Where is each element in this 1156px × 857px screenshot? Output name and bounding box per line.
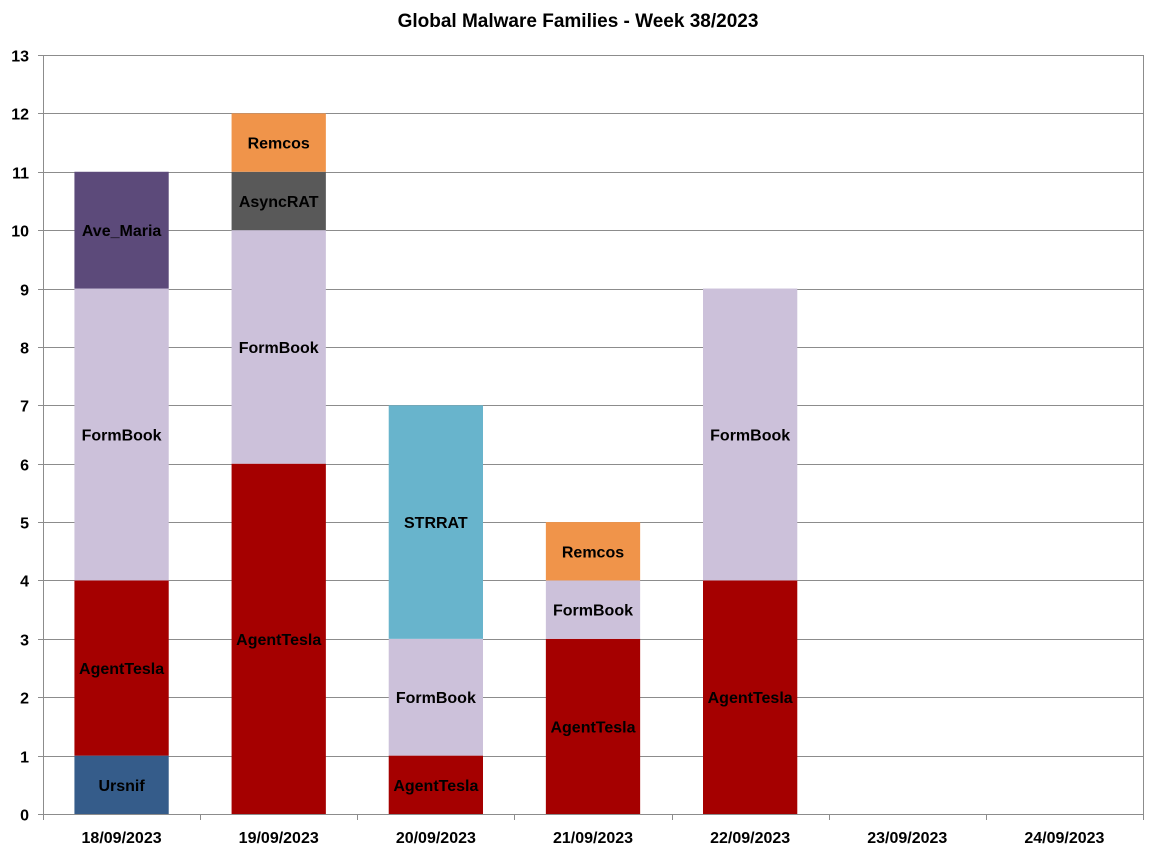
segment-label: FormBook [82,428,162,445]
bar-segment-agenttesla [388,755,483,814]
segment-label: AgentTesla [393,778,478,795]
segment-label: AgentTesla [708,690,793,707]
x-tick-label: 23/09/2023 [867,830,947,847]
segment-label: Remcos [562,544,624,561]
bar-segment-formbook [231,230,326,464]
segment-label: FormBook [710,428,790,445]
x-tick-label: 24/09/2023 [1024,830,1104,847]
bar-segment-formbook [545,580,641,639]
segment-label: FormBook [396,690,476,707]
y-tick-label: 3 [20,633,29,650]
y-tick-label: 10 [11,224,29,241]
x-tick-label: 21/09/2023 [553,830,633,847]
bar-segment-asyncrat [231,171,326,231]
segment-label: FormBook [239,340,319,357]
segment-label: AgentTesla [236,632,321,649]
segment-label: FormBook [553,603,633,620]
bar-segment-formbook [388,638,483,756]
bar-segment-ursnif [74,755,169,814]
y-tick-label: 12 [11,107,29,124]
x-tick-label: 18/09/2023 [82,830,162,847]
segment-labels: Ursnif AgentTesla FormBook Ave_Maria AgentTe… [79,136,793,795]
x-tick-label: 22/09/2023 [710,830,790,847]
chart-title: Global Malware Families - Week 38/2023 [398,11,759,32]
segment-label: Ursnif [98,778,145,795]
segment-label: Ave_Maria [82,223,162,240]
bar-segment-agenttesla [74,580,169,756]
bar-segment-agenttesla [545,638,641,814]
y-tick-label: 6 [20,458,29,475]
bar-segment-remcos [545,522,641,581]
x-tick-label: 19/09/2023 [239,830,319,847]
segment-label: AsyncRAT [239,194,319,211]
segment-label: STRRAT [404,515,468,532]
bars [74,113,798,814]
bar-segment-ave-maria [74,171,169,289]
y-tick-label: 4 [20,574,29,591]
y-tick-label: 8 [20,341,29,358]
bar-segment-strrat [388,405,483,639]
bar-segment-formbook [703,288,798,581]
bar-segment-agenttesla [703,580,798,814]
bar-segment-agenttesla [231,463,326,814]
y-tick-label: 7 [20,399,29,416]
y-tick-label: 13 [11,49,29,66]
bar-segment-formbook [74,288,169,581]
y-tick-label: 5 [20,516,29,533]
y-tick-label: 9 [20,283,29,300]
y-tick-label: 11 [12,166,29,183]
y-tick-label: 1 [20,750,29,767]
y-tick-label: 2 [20,691,29,708]
y-tick-label: 0 [20,808,29,825]
segment-label: AgentTesla [79,661,164,678]
segment-label: AgentTesla [550,719,635,736]
bar-segment-remcos [231,113,326,172]
x-tick-label: 20/09/2023 [396,830,476,847]
segment-label: Remcos [248,136,310,153]
